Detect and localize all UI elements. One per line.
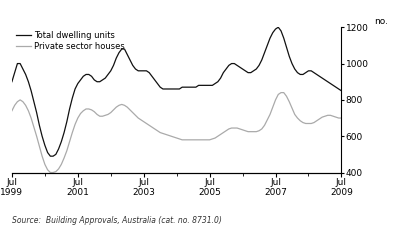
Total dwelling units: [48, 155, 53, 158]
Line: Total dwelling units: Total dwelling units: [12, 27, 341, 156]
Private sector houses: [235, 127, 239, 129]
Private sector houses: [152, 128, 157, 130]
Total dwelling units: [218, 77, 223, 79]
Private sector houses: [339, 117, 344, 119]
Legend: Total dwelling units, Private sector houses: Total dwelling units, Private sector hou…: [16, 31, 125, 51]
Total dwelling units: [152, 79, 157, 81]
Total dwelling units: [89, 75, 94, 78]
Total dwelling units: [235, 64, 239, 67]
Text: Source:  Building Approvals, Australia (cat. no. 8731.0): Source: Building Approvals, Australia (c…: [12, 216, 222, 225]
Line: Private sector houses: Private sector houses: [12, 93, 341, 173]
Private sector houses: [42, 163, 47, 166]
Private sector houses: [10, 109, 14, 112]
Private sector houses: [89, 109, 94, 111]
Private sector houses: [279, 91, 283, 94]
Y-axis label: no.: no.: [374, 17, 388, 26]
Total dwelling units: [10, 80, 14, 83]
Private sector houses: [322, 115, 327, 118]
Total dwelling units: [322, 79, 327, 81]
Total dwelling units: [339, 89, 344, 92]
Total dwelling units: [276, 26, 281, 29]
Total dwelling units: [42, 144, 47, 147]
Private sector houses: [218, 133, 223, 136]
Private sector houses: [48, 171, 53, 174]
